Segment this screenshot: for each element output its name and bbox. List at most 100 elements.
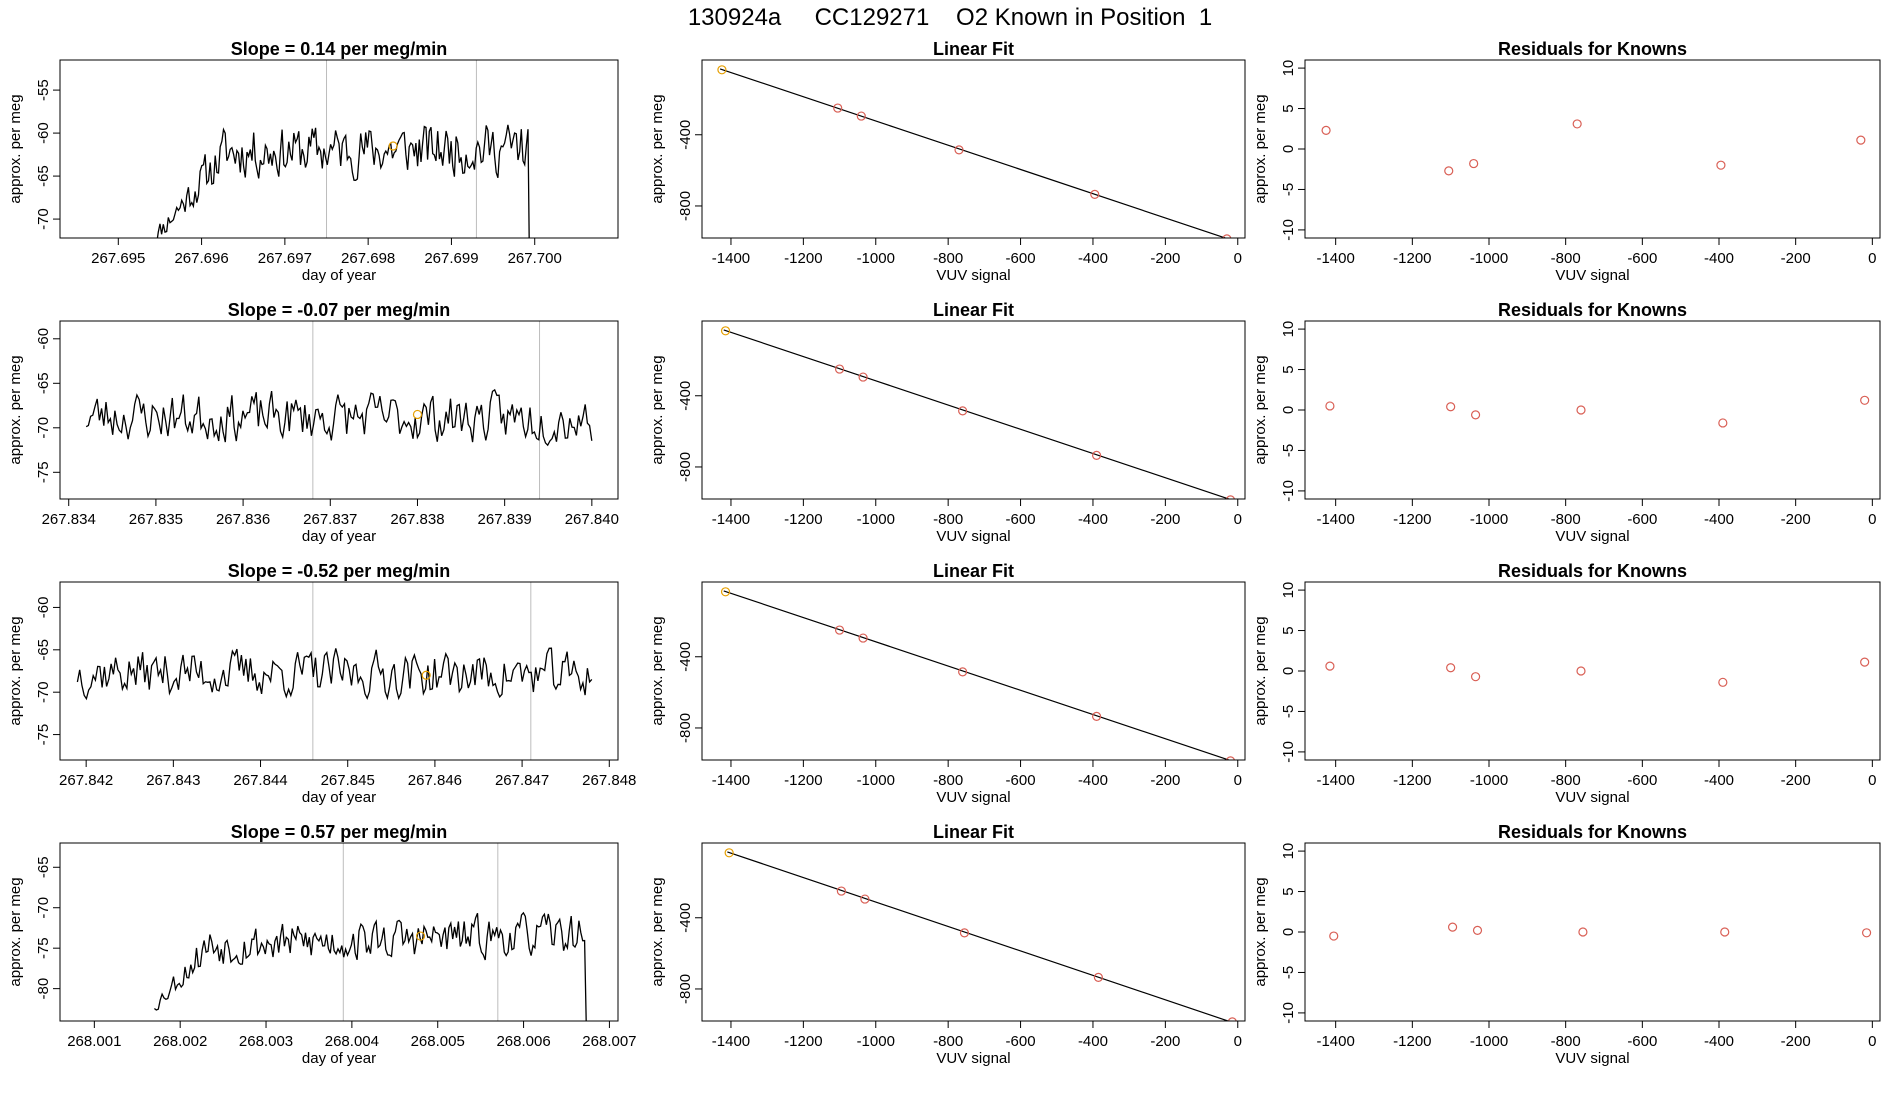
x-axis-label: VUV signal [936,528,1010,545]
linear-fit-data [720,587,1236,760]
y-tick-label: -400 [677,120,694,150]
y-tick-label: -65 [35,639,52,661]
x-tick-label: 267.840 [565,511,619,528]
x-tick-label: -200 [1781,511,1811,528]
y-axis-label: approx. per meg [7,877,24,986]
x-tick-label: 267.838 [390,511,444,528]
linear-fit-title: Linear Fit [933,300,1014,320]
data-point [720,326,731,336]
y-tick-label: -65 [35,165,52,187]
x-tick-label: -800 [933,772,963,789]
linear-fit-data [717,65,1232,238]
data-point [1093,972,1103,982]
residual-point [1325,661,1335,671]
y-tick-label: 10 [1280,582,1297,599]
data-point [858,633,868,643]
x-tick-label: 267.845 [321,772,375,789]
residual-point [1856,135,1866,145]
data-point [959,928,970,938]
residual-point [1718,418,1728,428]
known-point-marker [412,409,423,420]
x-tick-label: 268.003 [239,1033,293,1050]
residuals-title: Residuals for Knowns [1498,39,1687,59]
x-tick-label: 0 [1868,772,1876,789]
residuals-data [1321,119,1866,176]
y-tick-label: 0 [1280,145,1297,153]
plot-frame [59,320,619,500]
y-tick-label: 0 [1280,667,1297,675]
series-line [153,911,587,1021]
x-tick-label: 268.007 [582,1033,636,1050]
residual-point [1447,922,1458,932]
known-point-marker [388,141,398,151]
residual-point [1446,663,1456,673]
series-line [76,647,593,701]
residual-point [1578,927,1588,937]
x-axis-label: day of year [302,267,376,284]
y-tick-label: -800 [677,191,694,221]
y-axis-label: approx. per meg [7,616,24,725]
residual-point [1576,666,1586,676]
y-tick-label: -75 [35,461,52,483]
x-tick-label: -600 [1627,511,1657,528]
x-tick-label: -1400 [1316,250,1354,267]
x-tick-label: 267.842 [59,772,113,789]
plot-frame [701,59,1246,239]
residuals-data [1325,657,1870,687]
y-tick-label: -5 [1280,183,1297,196]
x-tick-label: 267.697 [258,250,312,267]
x-tick-label: 267.847 [495,772,549,789]
x-tick-label: 267.698 [341,250,395,267]
y-tick-label: 0 [1280,406,1297,414]
y-tick-label: -10 [1280,741,1297,763]
x-tick-label: -1400 [712,250,750,267]
time-series-data [85,321,593,499]
y-axis-label: approx. per meg [7,94,24,203]
x-tick-label: 267.835 [129,511,183,528]
y-axis-label: approx. per meg [1252,355,1269,464]
x-tick-label: -1200 [1393,511,1431,528]
y-tick-label: 0 [1280,928,1297,936]
x-tick-label: -200 [1150,1033,1180,1050]
x-tick-label: -1200 [1393,250,1431,267]
linear-fit-panel: Linear Fit -1400 -1200 -1000 -800 -600 -400 -20… [649,300,1246,545]
x-tick-label: 268.006 [496,1033,550,1050]
x-tick-label: 267.700 [508,250,562,267]
x-tick-label: -400 [1078,511,1108,528]
time-series-panel: Slope = 0.14 per meg/min 267.695 267.696 26… [7,39,619,284]
x-tick-label: 0 [1234,511,1242,528]
x-tick-label: -1000 [857,772,895,789]
x-tick-label: 267.846 [408,772,462,789]
x-tick-label: -1200 [784,511,822,528]
data-point [958,667,968,677]
time-series-data [156,60,530,238]
data-point [833,103,843,113]
residuals-data [1329,922,1872,941]
x-tick-label: 267.848 [582,772,636,789]
linear-fit-panel: Linear Fit -1400 -1200 -1000 -800 -600 -400 -20… [649,561,1246,806]
x-tick-label: -1200 [784,772,822,789]
x-tick-label: -800 [1551,772,1581,789]
x-tick-label: 267.843 [146,772,200,789]
y-tick-label: -60 [35,597,52,619]
time-series-panel: Slope = 0.57 per meg/min 268.001 268.002 26… [7,822,637,1067]
residuals-panel: Residuals for Knowns-1400 -1200 -1000 -800-… [1252,300,1881,545]
x-tick-label: 268.005 [411,1033,465,1050]
plot-frame [701,842,1246,1022]
x-tick-label: -800 [1551,511,1581,528]
x-tick-label: -600 [1627,772,1657,789]
x-tick-label: -1400 [712,772,750,789]
known-point-marker [415,931,426,941]
data-point [724,848,734,858]
residual-point [1325,401,1335,411]
time-series-panel: Slope = -0.52 per meg/min 267.842 267.843 2… [7,561,636,806]
x-axis-label: day of year [302,1050,376,1067]
residual-point [1472,925,1483,935]
x-tick-label: -1200 [1393,772,1431,789]
time-series-data [153,843,587,1021]
x-tick-label: -600 [1627,1033,1657,1050]
x-tick-label: 267.696 [174,250,228,267]
y-tick-label: 5 [1280,365,1297,373]
time-series-panel: Slope = -0.07 per meg/min 267.834 267.835 2… [7,300,619,545]
x-tick-label: -200 [1150,250,1180,267]
